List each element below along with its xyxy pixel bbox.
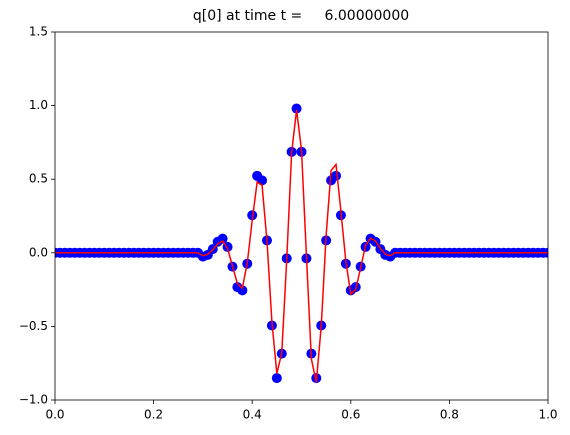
x-tick-label: 0.2 <box>144 408 163 422</box>
x-tick-label: 0.6 <box>341 408 360 422</box>
plot-frame <box>54 31 549 401</box>
x-tick-label: 0.4 <box>243 408 262 422</box>
data-line <box>55 109 548 383</box>
y-tick-label: 0.5 <box>29 172 48 186</box>
x-tick-label: 0.8 <box>440 408 459 422</box>
x-tick-label: 0.0 <box>45 408 64 422</box>
x-tick-label: 1.0 <box>538 408 557 422</box>
y-tick-label: −0.5 <box>19 319 48 333</box>
data-point <box>237 285 248 296</box>
data-point <box>217 233 228 244</box>
y-tick-label: 1.5 <box>29 25 48 39</box>
chart-title: q[0] at time t = 6.00000000 <box>193 8 409 24</box>
data-point <box>331 170 342 181</box>
data-point <box>291 103 302 114</box>
y-tick-label: 0.0 <box>29 245 48 259</box>
y-tick-label: 1.0 <box>29 98 48 112</box>
data-point <box>271 373 282 384</box>
data-point <box>257 175 268 186</box>
y-tick-label: −1.0 <box>19 393 48 407</box>
